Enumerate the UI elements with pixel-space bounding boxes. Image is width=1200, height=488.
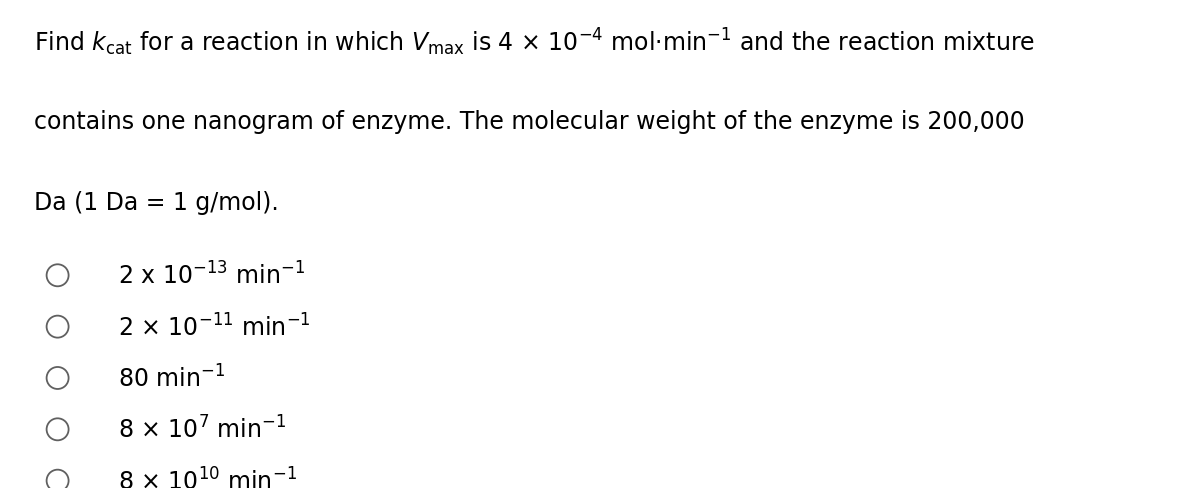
Text: 2 x 10$^{-13}$ min$^{-1}$: 2 x 10$^{-13}$ min$^{-1}$ <box>118 262 305 289</box>
Text: contains one nanogram of enzyme. The molecular weight of the enzyme is 200,000: contains one nanogram of enzyme. The mol… <box>34 110 1025 134</box>
Text: Da (1 Da = 1 g/mol).: Da (1 Da = 1 g/mol). <box>34 190 278 214</box>
Text: 2 × 10$^{-11}$ min$^{-1}$: 2 × 10$^{-11}$ min$^{-1}$ <box>118 313 311 341</box>
Text: Find $k_\mathrm{cat}$ for a reaction in which $V_\mathrm{max}$ is 4 × 10$^{-4}$ : Find $k_\mathrm{cat}$ for a reaction in … <box>34 27 1034 58</box>
Text: 8 × 10$^{7}$ min$^{-1}$: 8 × 10$^{7}$ min$^{-1}$ <box>118 416 286 443</box>
Text: 8 × 10$^{10}$ min$^{-1}$: 8 × 10$^{10}$ min$^{-1}$ <box>118 467 296 488</box>
Text: 80 min$^{-1}$: 80 min$^{-1}$ <box>118 365 224 392</box>
